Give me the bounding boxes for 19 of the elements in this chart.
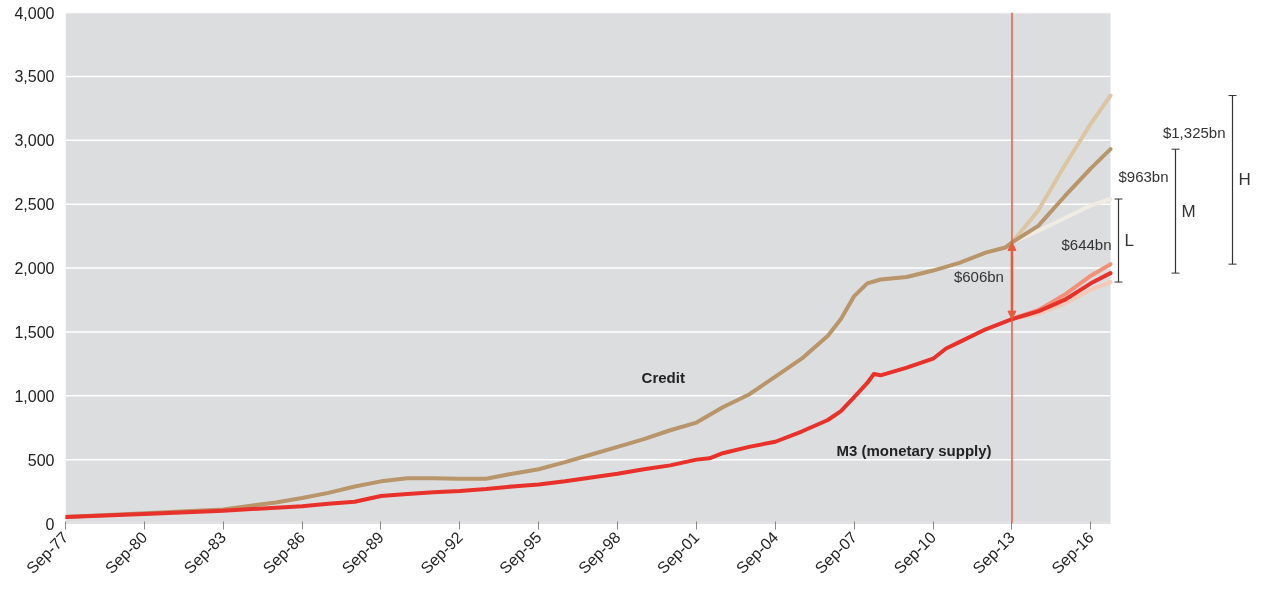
line-series xyxy=(65,271,1113,520)
annotation: $606bn xyxy=(953,268,1004,286)
y-tick-label: 3,000 xyxy=(14,132,55,150)
text: $963bn xyxy=(1118,167,1169,185)
text: H xyxy=(1238,170,1251,190)
text: Credit xyxy=(641,369,685,387)
text: $1,325bn xyxy=(1162,124,1226,142)
y-tick-label: 4,000 xyxy=(14,4,55,22)
y-tick-label: 1,500 xyxy=(14,323,55,341)
y-tick-label: 1,000 xyxy=(14,387,55,405)
text: M xyxy=(1181,201,1196,221)
series-label: M3 (monetary supply) xyxy=(836,441,992,459)
text: L xyxy=(1124,231,1134,251)
y-tick-label: 500 xyxy=(27,451,55,469)
y-tick-label: 0 xyxy=(45,515,55,533)
y-tick-label: 3,500 xyxy=(14,68,55,86)
y-tick-label: 2,500 xyxy=(14,196,55,214)
annotation: $644bn xyxy=(1061,236,1112,254)
y-tick-label: 2,000 xyxy=(14,260,55,277)
